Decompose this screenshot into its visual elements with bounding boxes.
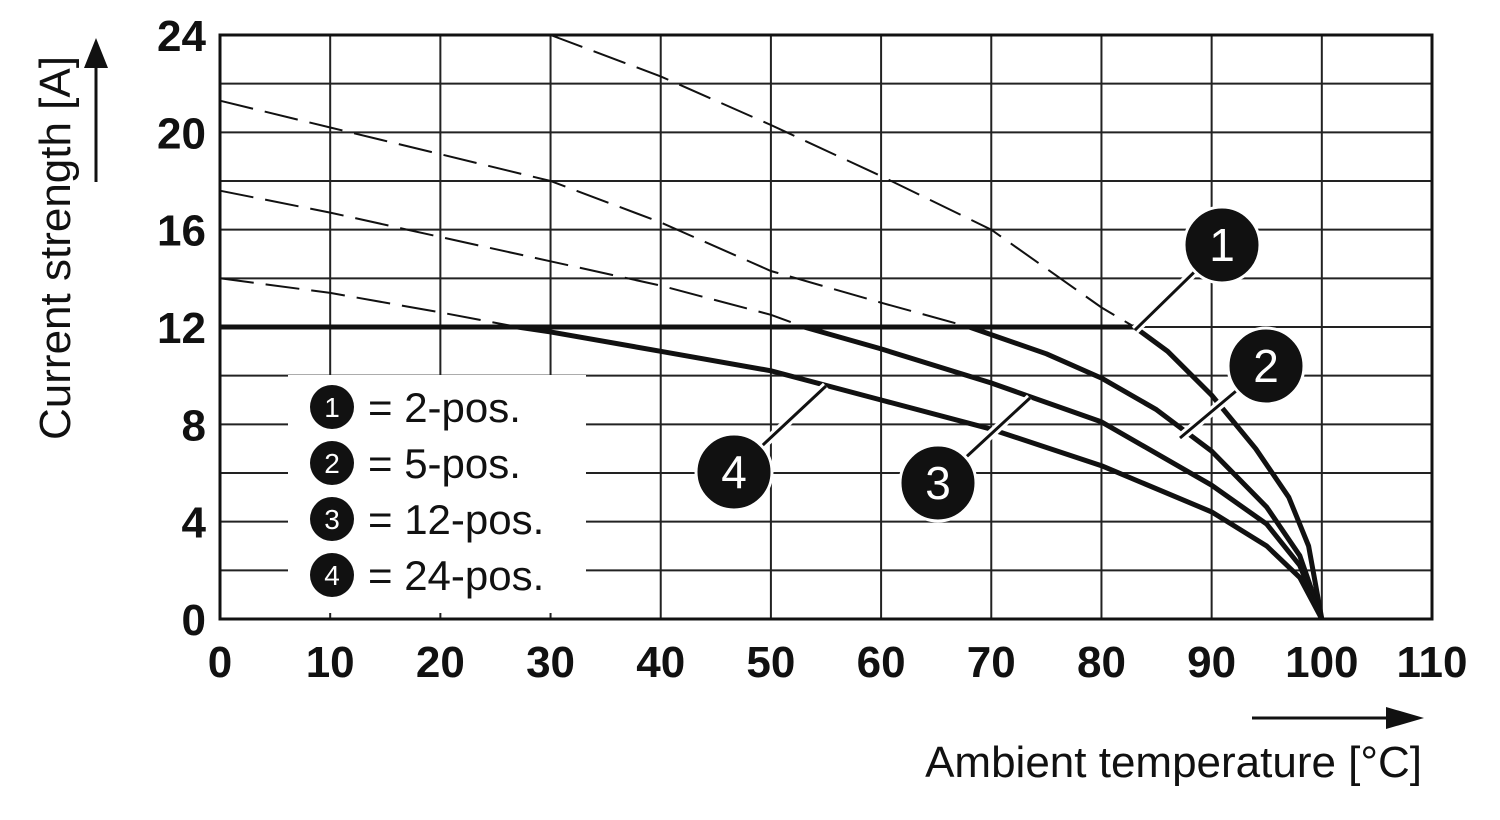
series-2-dashed-line	[219, 99, 970, 328]
legend-marker-4	[310, 553, 354, 597]
series-4-curve	[220, 324, 1325, 621]
series-1-dashed-line	[550, 34, 1136, 328]
x-tick-label: 10	[306, 638, 355, 687]
legend-marker-number: 3	[324, 504, 340, 535]
x-tick-label: 100	[1285, 638, 1358, 687]
callout-number: 4	[721, 446, 747, 498]
legend-marker-3	[310, 497, 354, 541]
y-tick-label: 16	[157, 207, 206, 256]
callout-number: 3	[925, 457, 951, 509]
series-4-dashed-line	[219, 277, 518, 328]
callout-number: 2	[1253, 340, 1279, 392]
y-tick-label: 24	[157, 12, 206, 61]
callout-leader-2	[1179, 389, 1238, 440]
x-tick-label: 20	[416, 638, 465, 687]
x-axis-title-group: Ambient temperature [°C]	[925, 707, 1424, 787]
x-axis-title: Ambient temperature [°C]	[925, 738, 1422, 787]
callout-bubble-2	[1226, 326, 1306, 406]
legend-marker-2	[310, 441, 354, 485]
legend-marker-number: 1	[324, 392, 340, 423]
legend: 1 = 2-pos. 2 = 5-pos. 3 = 12-pos. 4 = 24-pos.	[288, 375, 586, 613]
series-2-curve	[220, 324, 1325, 620]
extrapolation-lines	[219, 34, 1136, 328]
series-3-curve	[220, 324, 1325, 620]
y-tick-label: 20	[157, 109, 206, 158]
x-axis-arrowhead	[1386, 707, 1424, 729]
curve-callouts: 1 2 3 4	[694, 205, 1306, 523]
x-tick-label: 90	[1187, 638, 1236, 687]
y-axis-title-group: Current strength [A]	[31, 38, 108, 440]
x-tick-label: 0	[208, 638, 232, 687]
legend-label-1: = 2-pos.	[368, 384, 521, 431]
callout-bubble-3	[898, 443, 978, 523]
x-tick-label: 30	[526, 638, 575, 687]
x-tick-label: 110	[1397, 638, 1468, 687]
callout-bubble-4	[694, 432, 774, 512]
x-tick-label: 60	[857, 638, 906, 687]
y-tick-label: 4	[182, 499, 207, 548]
series-3-dashed-line	[219, 189, 805, 328]
legend-label-3: = 12-pos.	[368, 496, 544, 543]
x-tick-label: 70	[967, 638, 1016, 687]
legend-marker-number: 4	[324, 560, 340, 591]
y-tick-label: 8	[182, 401, 206, 450]
callout-leader-1	[1133, 270, 1196, 332]
callout-bubble-1	[1182, 205, 1262, 285]
y-axis-title: Current strength [A]	[31, 56, 80, 440]
y-tick-label: 0	[182, 596, 206, 645]
y-axis-arrowhead	[84, 38, 108, 68]
x-tick-label: 40	[636, 638, 685, 687]
derating-curves	[220, 324, 1325, 621]
legend-label-2: = 5-pos.	[368, 440, 521, 487]
callout-leader-3	[964, 396, 1032, 459]
callout-leader-4	[760, 384, 828, 448]
y-tick-label: 12	[157, 304, 206, 353]
callout-number: 1	[1209, 219, 1235, 271]
x-tick-label: 50	[746, 638, 795, 687]
legend-label-4: = 24-pos.	[368, 552, 544, 599]
grid	[218, 33, 1434, 621]
x-tick-label: 80	[1077, 638, 1126, 687]
legend-marker-number: 2	[324, 448, 340, 479]
legend-marker-1	[310, 385, 354, 429]
